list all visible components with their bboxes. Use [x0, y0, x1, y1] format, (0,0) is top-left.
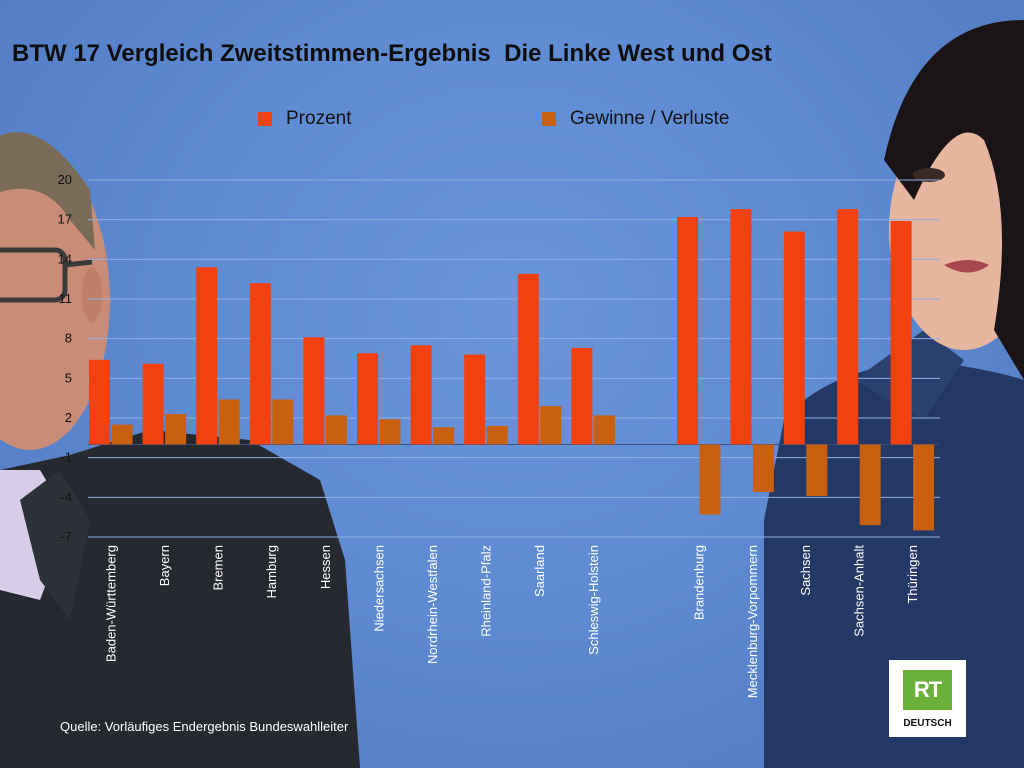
x-tick-label: Niedersachsen — [371, 545, 386, 632]
bar-prozent-3 — [249, 283, 271, 445]
source-note: Quelle: Vorläufiges Endergebnis Bundeswa… — [60, 719, 349, 734]
bar-prozent-0 — [89, 359, 110, 445]
bar-prozent-8 — [517, 273, 539, 445]
x-tick-label: Hessen — [318, 545, 333, 589]
x-tick-label: Saarland — [532, 545, 547, 597]
legend-label-gewinne: Gewinne / Verluste — [570, 108, 730, 129]
bar-prozent-6 — [410, 345, 432, 445]
bar-gewinne-14 — [913, 444, 935, 531]
bar-gewinne-4 — [325, 415, 347, 445]
bar-gewinne-5 — [379, 419, 401, 445]
y-tick-label: 14 — [58, 251, 72, 266]
bar-gewinne-12 — [806, 444, 828, 497]
legend-item-gewinne-verluste: Gewinne / Verluste — [542, 108, 729, 130]
bar-gewinne-0 — [111, 424, 133, 445]
y-tick-label: 17 — [58, 212, 72, 227]
x-tick-label: Schleswig-Holstein — [586, 545, 601, 655]
x-tick-label: Mecklenburg-Vorpommern — [745, 545, 760, 698]
x-tick-label: Brandenburg — [691, 545, 706, 620]
x-tick-label: Sachsen — [798, 545, 813, 596]
y-tick-label: -4 — [60, 489, 72, 504]
y-tick-label: 2 — [65, 410, 72, 425]
logo-subtitle: DEUTSCH — [903, 718, 952, 729]
x-tick-label: Hamburg — [264, 545, 279, 598]
bar-gewinne-6 — [433, 427, 455, 445]
x-tick-label: Sachsen-Anhalt — [852, 545, 867, 637]
bar-gewinne-2 — [218, 399, 240, 445]
bar-prozent-13 — [837, 209, 859, 445]
x-tick-label: Bayern — [157, 545, 172, 586]
chart-title: BTW 17 Vergleich Zweitstimmen-Ergebnis D… — [12, 40, 772, 67]
x-tick-label: Baden-Württemberg — [103, 545, 118, 662]
y-tick-label: 8 — [65, 331, 72, 346]
legend-item-prozent: Prozent — [258, 108, 351, 130]
bar-gewinne-13 — [859, 444, 881, 526]
bar-prozent-1 — [142, 363, 164, 445]
y-tick-label: 5 — [65, 370, 72, 385]
x-tick-label: Thüringen — [905, 545, 920, 604]
bar-prozent-12 — [783, 231, 805, 445]
bar-gewinne-7 — [486, 425, 508, 445]
bar-prozent-7 — [464, 354, 486, 445]
bar-prozent-2 — [196, 267, 218, 445]
bar-prozent-9 — [571, 347, 593, 445]
bar-prozent-5 — [357, 353, 378, 445]
bar-prozent-10 — [677, 217, 698, 445]
bar-gewinne-3 — [272, 399, 294, 445]
logo-mark: RT — [903, 670, 952, 710]
rt-deutsch-logo: RT DEUTSCH — [889, 660, 966, 737]
bar-gewinne-11 — [752, 444, 774, 493]
bar-prozent-11 — [730, 209, 752, 445]
x-tick-label: Rheinland-Pfalz — [479, 545, 494, 637]
y-tick-label: -1 — [60, 450, 72, 465]
x-tick-label: Nordrhein-Westfalen — [425, 545, 440, 664]
bar-gewinne-10 — [699, 444, 721, 515]
bar-prozent-14 — [890, 220, 912, 445]
bar-gewinne-8 — [540, 406, 562, 445]
left-person-photo — [0, 132, 360, 768]
y-tick-label: 11 — [59, 291, 73, 306]
legend-swatch-prozent — [258, 112, 272, 126]
bar-prozent-4 — [303, 337, 325, 445]
bar-gewinne-9 — [593, 415, 615, 445]
bar-gewinne-1 — [165, 414, 187, 445]
x-tick-label: Bremen — [211, 545, 226, 591]
y-tick-label: 20 — [58, 172, 72, 187]
y-tick-label: -7 — [60, 529, 72, 544]
legend-swatch-gewinne — [542, 112, 556, 126]
legend-label-prozent: Prozent — [286, 108, 352, 129]
